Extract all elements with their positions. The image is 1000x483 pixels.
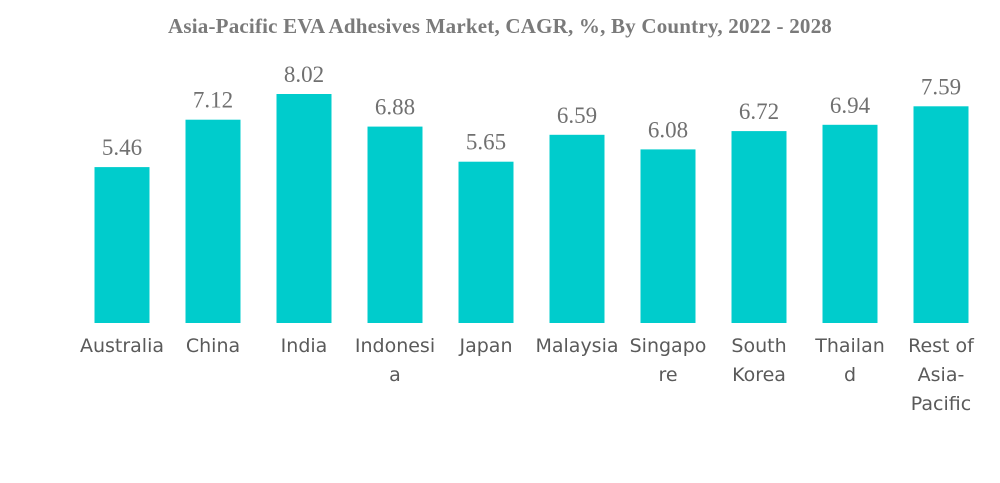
category-label: South Korea: [731, 335, 786, 386]
category-label: China: [186, 335, 240, 357]
bar-singapore: [640, 149, 696, 323]
bar-thailand: [822, 124, 878, 323]
value-label: 6.08: [648, 117, 688, 142]
bar-malaysia: [549, 134, 605, 323]
bar-south-korea: [731, 131, 787, 323]
category-label: Australia: [80, 335, 164, 357]
category-label: India: [281, 335, 328, 357]
bar-australia: [94, 167, 150, 323]
bar-china: [185, 119, 241, 323]
value-label: 7.12: [193, 88, 233, 113]
category-label: Indonesi a: [355, 335, 435, 386]
bar-indonesia: [367, 126, 423, 323]
bar-japan: [458, 161, 514, 323]
category-label: Japan: [459, 335, 513, 357]
category-label: Singapo re: [630, 335, 707, 386]
value-label: 5.65: [466, 130, 506, 155]
category-label: Thailan d: [814, 335, 885, 386]
value-label: 7.59: [921, 74, 961, 99]
value-label: 6.88: [375, 95, 415, 120]
category-label: Malaysia: [535, 335, 618, 357]
category-label: Rest of Asia-Pacific: [908, 335, 975, 415]
value-label: 5.46: [102, 135, 142, 160]
value-label: 6.59: [557, 103, 597, 128]
bar-rest-of-asia-pacific: [913, 106, 969, 323]
bar-india: [276, 94, 332, 323]
value-label: 6.72: [739, 99, 779, 124]
value-label: 6.94: [830, 93, 871, 118]
value-label: 8.02: [284, 62, 324, 87]
chart-title: Asia-Pacific EVA Adhesives Market, CAGR,…: [168, 14, 832, 38]
